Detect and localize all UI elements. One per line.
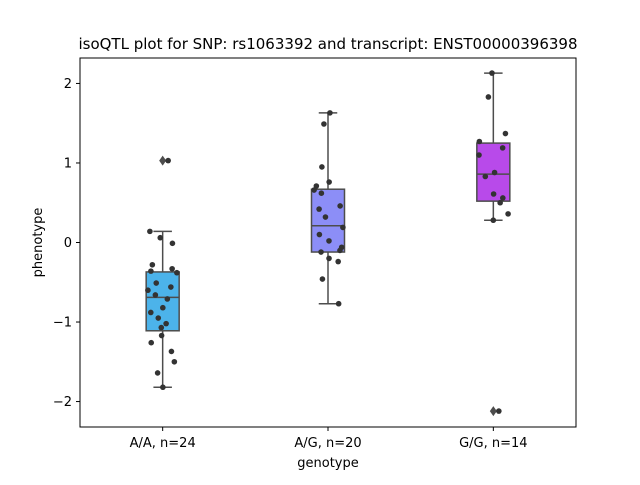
data-point: [326, 255, 332, 262]
data-point: [157, 234, 164, 241]
x-tick-label: A/A, n=24: [130, 436, 196, 451]
data-point: [169, 240, 176, 247]
y-tick-label: −1: [53, 316, 72, 331]
data-point: [497, 199, 503, 206]
data-point: [160, 304, 166, 311]
data-point: [335, 258, 341, 265]
data-point: [337, 203, 343, 209]
y-tick-label: 1: [64, 156, 72, 171]
data-point: [490, 191, 497, 197]
data-point: [319, 164, 325, 170]
data-point: [318, 249, 324, 255]
y-axis: 2 1 0 −1 −2: [53, 77, 80, 410]
y-tick-label: −2: [53, 395, 72, 410]
data-point: [160, 384, 166, 391]
data-point: [168, 284, 174, 290]
data-point: [500, 195, 506, 201]
y-axis-label: phenotype: [31, 208, 46, 278]
data-point: [496, 408, 502, 414]
data-point: [316, 231, 323, 238]
data-point: [158, 332, 165, 339]
data-point: [169, 265, 175, 272]
data-point: [147, 309, 154, 316]
data-point: [337, 247, 343, 254]
data-point: [155, 315, 162, 321]
data-point: [491, 169, 498, 176]
box-group-3: [476, 70, 511, 417]
data-point: [482, 173, 489, 180]
data-point: [149, 261, 156, 268]
data-point: [502, 130, 509, 137]
data-point: [145, 287, 151, 294]
data-point: [485, 94, 492, 100]
data-point: [318, 190, 325, 196]
outlier-marker: [489, 406, 497, 417]
box-iqr: [145, 271, 180, 332]
data-point: [311, 187, 317, 193]
data-point: [321, 121, 327, 127]
data-point: [165, 157, 171, 164]
x-tick-label: G/G, n=14: [459, 436, 527, 451]
data-point: [319, 276, 326, 282]
data-point: [148, 339, 155, 346]
data-point: [147, 228, 153, 235]
data-point: [163, 320, 169, 327]
data-point: [476, 152, 482, 158]
data-point: [158, 324, 165, 331]
box-group-1: [145, 155, 180, 391]
data-point: [154, 370, 161, 376]
data-point: [148, 268, 154, 274]
y-tick-label: 0: [64, 236, 72, 251]
data-point: [490, 217, 497, 224]
data-point: [505, 211, 511, 217]
data-point: [489, 70, 495, 76]
data-point: [152, 292, 159, 298]
data-point: [153, 280, 160, 286]
box-group-2: [310, 110, 346, 307]
x-axis: A/A, n=24 A/G, n=20 G/G, n=14: [130, 427, 528, 451]
plot-area: [145, 70, 511, 417]
data-point: [322, 214, 329, 220]
data-point: [164, 296, 171, 302]
data-point: [326, 238, 332, 244]
data-point: [335, 300, 342, 307]
data-point: [326, 179, 332, 185]
data-point: [327, 110, 333, 116]
outlier-marker: [159, 155, 167, 166]
chart-title: isoQTL plot for SNP: rs1063392 and trans…: [78, 35, 577, 53]
data-point: [316, 206, 322, 212]
data-point: [171, 358, 178, 365]
x-axis-label: genotype: [297, 456, 358, 471]
data-point: [476, 138, 483, 145]
x-tick-label: A/G, n=20: [294, 436, 361, 451]
data-point: [499, 145, 506, 151]
data-point: [174, 269, 180, 276]
data-point: [168, 348, 175, 355]
data-point: [340, 224, 346, 231]
y-tick-label: 2: [64, 77, 72, 92]
